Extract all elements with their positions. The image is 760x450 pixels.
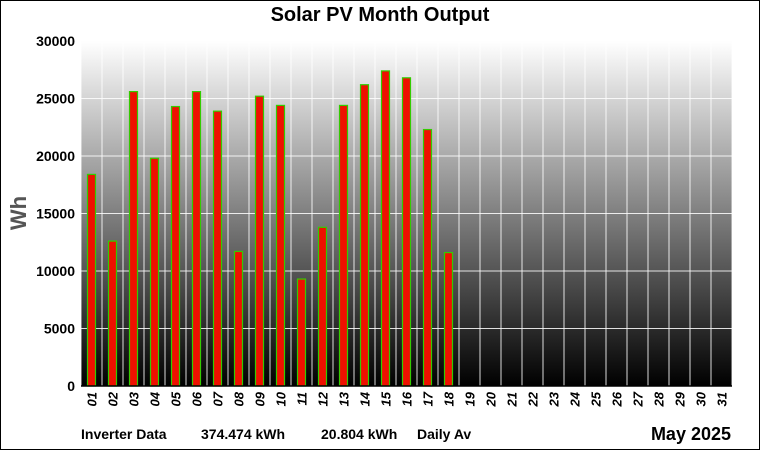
footer-total: 374.474 kWh xyxy=(201,426,285,442)
bar-day-08 xyxy=(233,250,244,387)
x-tick-label: 29 xyxy=(673,391,688,407)
y-axis-ticks: 0 5000 10000 15000 20000 25000 30000 xyxy=(36,33,75,394)
x-tick-label: 30 xyxy=(694,391,709,406)
y-tick-label: 0 xyxy=(67,378,75,394)
bar-day-10 xyxy=(275,104,286,387)
x-tick-label: 17 xyxy=(421,391,436,406)
bar-day-02 xyxy=(107,240,118,387)
x-axis-ticks: 01 02 03 04 05 06 07 08 09 10 11 12 13 14 15 16 17 18 19 20… xyxy=(85,391,730,407)
bar-day-01 xyxy=(86,173,97,387)
y-tick-label: 30000 xyxy=(36,33,75,49)
x-tick-label: 14 xyxy=(358,391,373,406)
bar-series xyxy=(86,70,454,387)
x-tick-label: 28 xyxy=(652,391,667,407)
bar-day-04 xyxy=(149,157,160,387)
y-tick-label: 25000 xyxy=(36,91,75,107)
x-tick-label: 05 xyxy=(169,391,184,406)
x-tick-label: 13 xyxy=(337,391,352,406)
x-tick-label: 01 xyxy=(85,392,100,406)
footer-daily-avg-value: 20.804 kWh xyxy=(321,426,397,442)
gridlines xyxy=(80,40,733,386)
x-tick-label: 15 xyxy=(379,391,394,406)
x-tick-label: 25 xyxy=(589,391,604,407)
bar-day-17 xyxy=(422,128,433,387)
bar-day-18 xyxy=(443,252,454,387)
bar-day-06 xyxy=(191,90,202,387)
footer-source-label: Inverter Data xyxy=(81,426,167,442)
x-tick-label: 27 xyxy=(631,391,646,407)
x-tick-label: 26 xyxy=(610,391,625,407)
y-axis-label: Wh xyxy=(6,196,31,230)
footer-daily-avg-label: Daily Av xyxy=(417,426,471,442)
bar-day-09 xyxy=(254,95,265,387)
x-tick-label: 08 xyxy=(232,391,247,406)
bar-day-12 xyxy=(317,226,328,387)
x-tick-label: 02 xyxy=(106,391,121,406)
x-tick-label: 07 xyxy=(211,391,226,406)
x-tick-label: 06 xyxy=(190,391,205,406)
bar-day-07 xyxy=(212,110,223,387)
x-tick-label: 22 xyxy=(526,391,541,407)
y-tick-label: 10000 xyxy=(36,263,75,279)
x-tick-label: 09 xyxy=(253,391,268,406)
bar-day-11 xyxy=(296,278,307,387)
bar-day-13 xyxy=(338,104,349,387)
x-tick-label: 18 xyxy=(442,391,457,406)
bar-day-05 xyxy=(170,105,181,387)
x-tick-label: 21 xyxy=(505,392,520,407)
x-tick-label: 16 xyxy=(400,391,415,406)
x-tick-label: 12 xyxy=(316,391,331,406)
x-tick-label: 10 xyxy=(274,391,289,406)
y-tick-label: 20000 xyxy=(36,148,75,164)
y-tick-label: 5000 xyxy=(44,321,75,337)
x-tick-label: 11 xyxy=(295,392,310,406)
x-tick-label: 20 xyxy=(484,391,499,407)
bar-day-15 xyxy=(380,70,391,387)
bar-day-14 xyxy=(359,84,370,387)
x-tick-label: 19 xyxy=(463,391,478,406)
footer-period: May 2025 xyxy=(651,424,731,444)
x-tick-label: 24 xyxy=(568,391,583,407)
x-tick-label: 03 xyxy=(127,391,142,406)
bar-day-03 xyxy=(128,90,139,387)
x-tick-label: 23 xyxy=(547,391,562,407)
x-tick-label: 31 xyxy=(715,392,730,406)
bar-day-16 xyxy=(401,77,412,387)
x-tick-label: 04 xyxy=(148,391,163,406)
y-tick-label: 15000 xyxy=(36,206,75,222)
chart-title: Solar PV Month Output xyxy=(271,4,490,26)
